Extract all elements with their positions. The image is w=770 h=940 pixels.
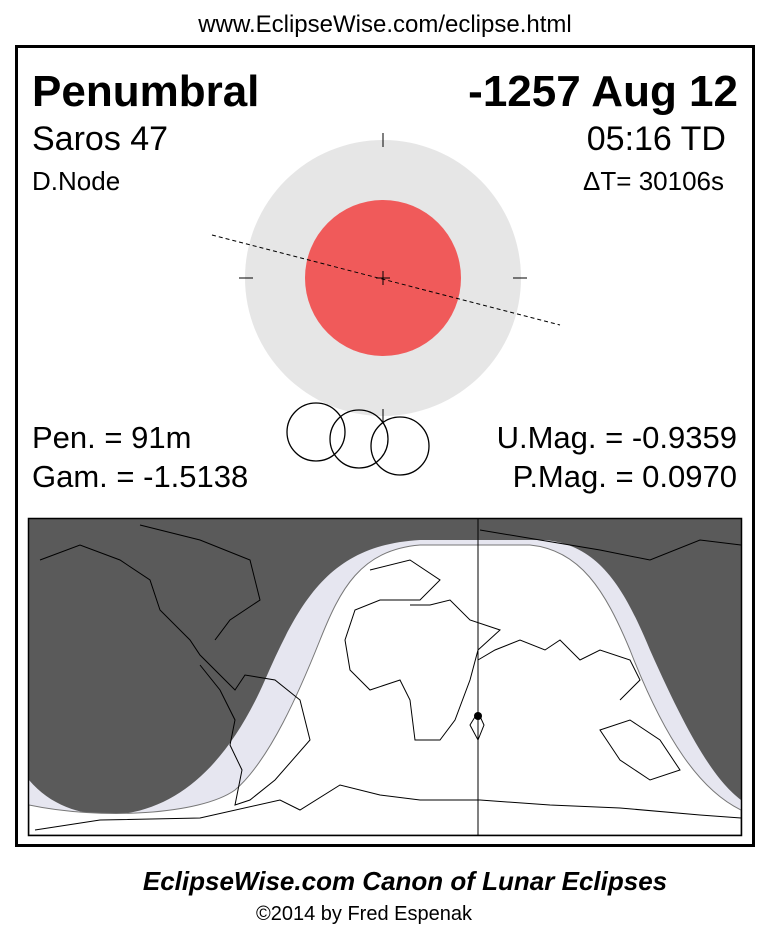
visibility-map: [27, 517, 743, 837]
gamma: Gam. = -1.5138: [32, 459, 248, 494]
coastlines: [34, 524, 741, 831]
map-frame: [27, 517, 743, 837]
delta-t: ΔT= 30106s: [583, 166, 724, 196]
moon-position-last-contact: [370, 416, 430, 476]
footer-title: EclipseWise.com Canon of Lunar Eclipses: [143, 866, 667, 896]
eclipse-time: 05:16 TD: [587, 120, 726, 158]
moon-position-greatest: [329, 409, 389, 469]
figure-frame: [15, 45, 755, 847]
eclipse-visible-zone: [29, 544, 741, 835]
greatest-eclipse-point: [474, 712, 482, 720]
moon-position-first-contact: [286, 402, 346, 462]
penumbral-magnitude: P.Mag. = 0.0970: [513, 459, 737, 494]
ecliptic-line: [211, 234, 561, 326]
copyright: ©2014 by Fred Espenak: [256, 903, 473, 925]
saros-number: Saros 47: [32, 120, 168, 158]
eclipse-type: Penumbral: [32, 67, 259, 116]
url-header: www.EclipseWise.com/eclipse.html: [197, 11, 571, 38]
node: D.Node: [32, 166, 120, 196]
eclipse-date: -1257 Aug 12: [468, 67, 738, 116]
penumbral-duration: Pen. = 91m: [32, 420, 191, 455]
shadow-diagram: [211, 133, 561, 476]
umbral-magnitude: U.Mag. = -0.9359: [497, 420, 737, 455]
